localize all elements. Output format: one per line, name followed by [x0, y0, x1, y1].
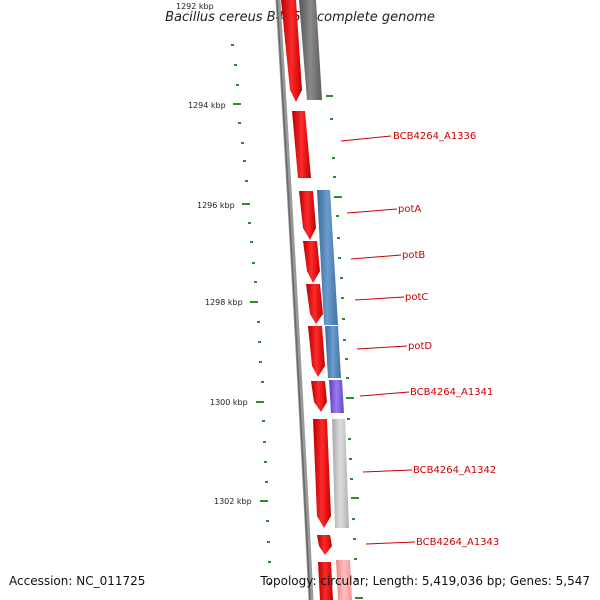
backbone-ring-edge — [276, 0, 311, 600]
gene-label-potb[interactable]: potB — [402, 250, 425, 261]
tick-label: 1302 kbp — [214, 497, 252, 506]
gene-label-bcb4264-a1341[interactable]: BCB4264_A1341 — [410, 387, 493, 398]
topology-text: Topology: circular; Length: 5,419,036 bp… — [260, 574, 590, 588]
cds-arrow[interactable] — [281, 0, 302, 102]
cds-arrow[interactable] — [306, 284, 323, 324]
gene-label-pota[interactable]: potA — [398, 204, 421, 215]
cds-arrow[interactable] — [317, 535, 332, 555]
cog-segment-gray[interactable] — [299, 0, 322, 100]
cog-segment-purple[interactable] — [329, 380, 344, 413]
gc-content-track — [326, 95, 363, 599]
tick-label: 1296 kbp — [197, 201, 235, 210]
cds-track — [281, 0, 333, 600]
tick-label: 1294 kbp — [188, 101, 226, 110]
ruler-ticks — [233, 103, 268, 502]
cog-track — [299, 0, 352, 600]
cds-arrow[interactable] — [292, 111, 311, 178]
cog-segment-blue[interactable] — [325, 326, 341, 378]
cds-arrow[interactable] — [308, 326, 325, 377]
cog-segment-blue[interactable] — [317, 190, 338, 325]
gene-label-bcb4264-a1342[interactable]: BCB4264_A1342 — [413, 465, 496, 476]
gene-label-potd[interactable]: potD — [408, 341, 432, 352]
cog-segment-pink[interactable] — [336, 560, 352, 600]
gene-label-bcb4264-a1343[interactable]: BCB4264_A1343 — [416, 537, 499, 548]
gene-label-bcb4264-a1336[interactable]: BCB4264_A1336 — [393, 131, 476, 142]
cds-arrow[interactable] — [311, 381, 327, 412]
cds-arrow[interactable] — [313, 419, 331, 528]
leader-lines — [340, 135, 416, 545]
gene-label-potc[interactable]: potC — [405, 292, 428, 303]
cds-arrow[interactable] — [299, 191, 316, 240]
cog-segment-lightgray[interactable] — [332, 419, 349, 528]
accession-text: Accession: NC_011725 — [9, 574, 146, 588]
tick-label: 1298 kbp — [205, 298, 243, 307]
map-title: Bacillus cereus B4264, complete genome — [165, 10, 435, 25]
tick-label: 1300 kbp — [210, 398, 248, 407]
backbone-ring — [275, 0, 314, 600]
cds-arrow[interactable] — [303, 241, 320, 283]
cds-arrow[interactable] — [318, 562, 333, 600]
tick-label-top-partial: 1292 kbp — [176, 2, 214, 11]
gc-skew-track — [231, 44, 272, 584]
